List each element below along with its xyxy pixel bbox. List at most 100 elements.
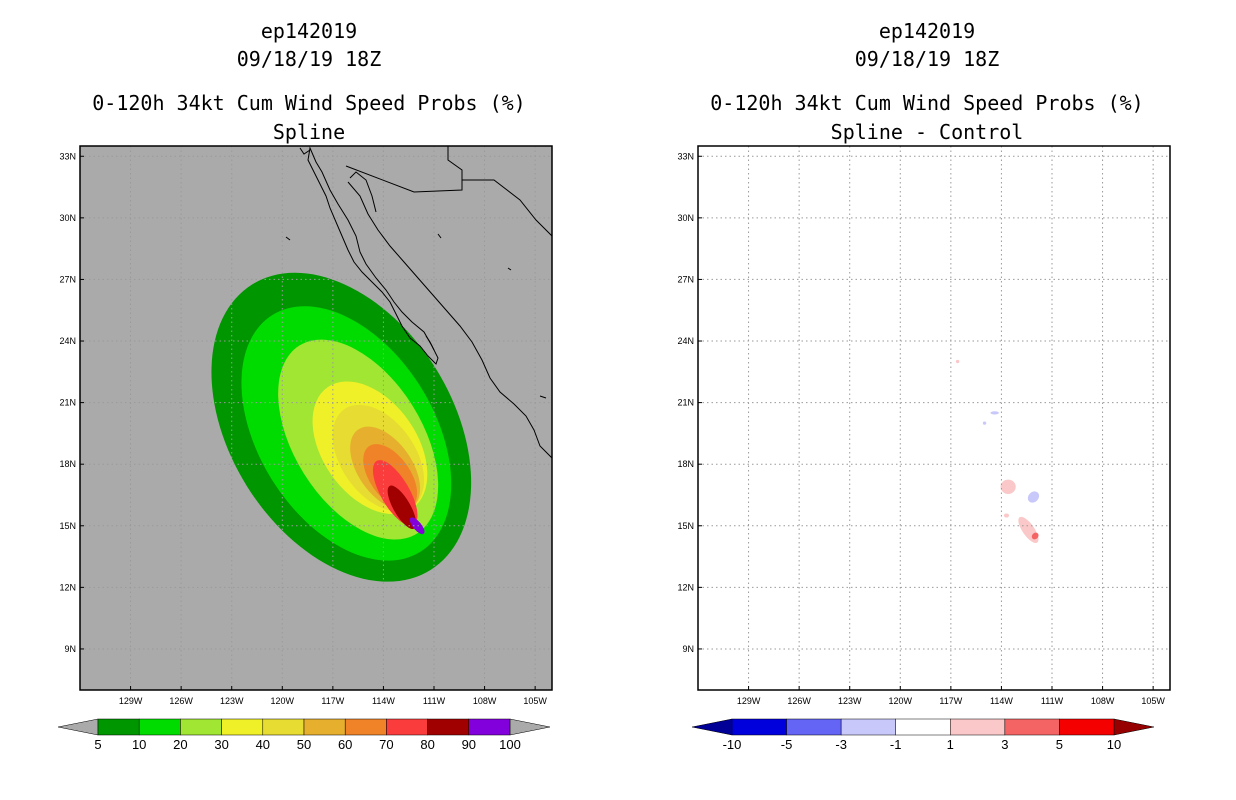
colorbar-label: 1: [947, 737, 954, 752]
colorbar-label: 100: [499, 737, 521, 752]
tick-label-y: 27N: [677, 274, 694, 284]
colorbar-right-tip: [509, 718, 551, 736]
colorbar-label: -3: [835, 737, 847, 752]
colorbar-swatch: [303, 718, 346, 736]
panel-1-plot-background: [698, 146, 1170, 690]
colorbar-label: 60: [338, 737, 352, 752]
panel-spline-minus-control: ep142019 09/18/19 18Z 0-120h 34kt Cum Wi…: [677, 19, 1171, 752]
tick-label-x: 120W: [271, 696, 295, 706]
tick-label-y: 9N: [64, 644, 76, 654]
panel-1-anomalies: [955, 359, 1040, 543]
tick-label-y: 30N: [59, 213, 76, 223]
tick-label-x: 105W: [1141, 696, 1165, 706]
colorbar-swatch: [1059, 718, 1115, 736]
colorbar-swatch: [840, 718, 896, 736]
tick-label-x: 120W: [889, 696, 913, 706]
tick-label-x: 117W: [321, 696, 344, 706]
colorbar-swatch: [427, 718, 470, 736]
colorbar-label: 70: [379, 737, 393, 752]
tick-label-y: 30N: [677, 213, 694, 223]
anomaly-7: [982, 421, 987, 425]
tick-label-x: 114W: [372, 696, 395, 706]
panel-0-plot-frame: [79, 145, 553, 691]
tick-label-y: 12N: [59, 582, 76, 592]
panel-0-axis-ticks: 129W 126W 123W 120W 117W 114W 111W 108W 105W 33N 3…: [59, 151, 547, 706]
colorbar-swatch: [138, 718, 181, 736]
tick-label-y: 9N: [682, 644, 694, 654]
colorbar-swatch: [344, 718, 387, 736]
anomaly-5: [1027, 491, 1040, 503]
panel-0-contours: [211, 272, 472, 582]
tick-label-x: 111W: [423, 696, 446, 706]
colorbar-label: 3: [1001, 737, 1008, 752]
colorbar-label: 80: [420, 737, 434, 752]
anomaly-1: [1000, 479, 1016, 494]
tick-label-x: 123W: [838, 696, 862, 706]
panel-0-title-line-2: 09/18/19 18Z: [237, 47, 382, 71]
anomaly-6: [990, 411, 999, 415]
colorbar-label: 20: [173, 737, 187, 752]
colorbar-swatch: [221, 718, 264, 736]
panel-0-subtitle: Spline: [273, 120, 345, 144]
anomaly-2: [1031, 532, 1039, 540]
panel-0-colorbar: 5 10 20 30 40 50 60 70 80 90 100: [57, 718, 551, 752]
tick-label-x: 123W: [220, 696, 244, 706]
tick-label-y: 15N: [677, 521, 694, 531]
colorbar-swatch: [97, 718, 140, 736]
colorbar-swatch: [950, 718, 1006, 736]
tick-label-x: 126W: [787, 696, 811, 706]
colorbar-label: 10: [1107, 737, 1121, 752]
colorbar-label: 5: [94, 737, 101, 752]
colorbar-swatch: [731, 718, 787, 736]
colorbar-swatch: [180, 718, 222, 736]
panel-1-plot-frame: [697, 145, 1171, 691]
panel-1-axis-ticks: 129W 126W 123W 120W 117W 114W 111W 108W 105W 33N 3…: [677, 151, 1165, 706]
tick-label-x: 108W: [473, 696, 497, 706]
tick-label-x: 111W: [1041, 696, 1064, 706]
contour-level-80: [387, 485, 417, 530]
colorbar-swatch: [1004, 718, 1060, 736]
colorbar-swatch: [786, 718, 842, 736]
panel-1-title-line-1: ep142019: [879, 19, 975, 43]
tick-label-y: 18N: [677, 459, 694, 469]
panel-1-subtitle: Spline - Control: [831, 120, 1024, 144]
tick-label-y: 33N: [677, 151, 694, 161]
tick-label-y: 27N: [59, 274, 76, 284]
colorbar-label: -10: [723, 737, 742, 752]
tick-label-x: 129W: [737, 696, 761, 706]
tick-label-x: 117W: [939, 696, 962, 706]
colorbar-swatch: [468, 718, 511, 736]
tick-label-y: 24N: [677, 336, 694, 346]
colorbar-swatch: [895, 718, 951, 736]
panel-0-title-line-1: ep142019: [261, 19, 357, 43]
tick-label-y: 21N: [59, 398, 76, 408]
anomaly-3: [1003, 513, 1010, 518]
panel-spline: ep142019 09/18/19 18Z 0-120h 34kt Cum Wi…: [57, 19, 553, 752]
tick-label-x: 114W: [990, 696, 1013, 706]
panel-1-title: 0-120h 34kt Cum Wind Speed Probs (%): [710, 91, 1143, 115]
tick-label-y: 12N: [677, 582, 694, 592]
colorbar-label: 5: [1056, 737, 1063, 752]
tick-label-y: 24N: [59, 336, 76, 346]
colorbar-label: 40: [256, 737, 270, 752]
tick-label-x: 108W: [1091, 696, 1115, 706]
tick-label-y: 33N: [59, 151, 76, 161]
colorbar-label: 90: [462, 737, 476, 752]
colorbar-left-tip: [57, 718, 99, 736]
contour-level-90: [409, 517, 425, 535]
colorbar-label: -1: [890, 737, 902, 752]
colorbar-label: -5: [781, 737, 793, 752]
colorbar-right-tip: [1113, 718, 1155, 736]
colorbar-label: 50: [297, 737, 311, 752]
tick-label-y: 15N: [59, 521, 76, 531]
tick-label-x: 126W: [169, 696, 193, 706]
colorbar-label: 30: [214, 737, 228, 752]
colorbar-swatch: [262, 718, 305, 736]
tick-label-x: 129W: [119, 696, 143, 706]
colorbar-left-tip: [691, 718, 733, 736]
anomaly-4: [955, 359, 960, 364]
tick-label-x: 105W: [523, 696, 547, 706]
panel-0-title: 0-120h 34kt Cum Wind Speed Probs (%): [92, 91, 525, 115]
colorbar-label: 10: [132, 737, 146, 752]
